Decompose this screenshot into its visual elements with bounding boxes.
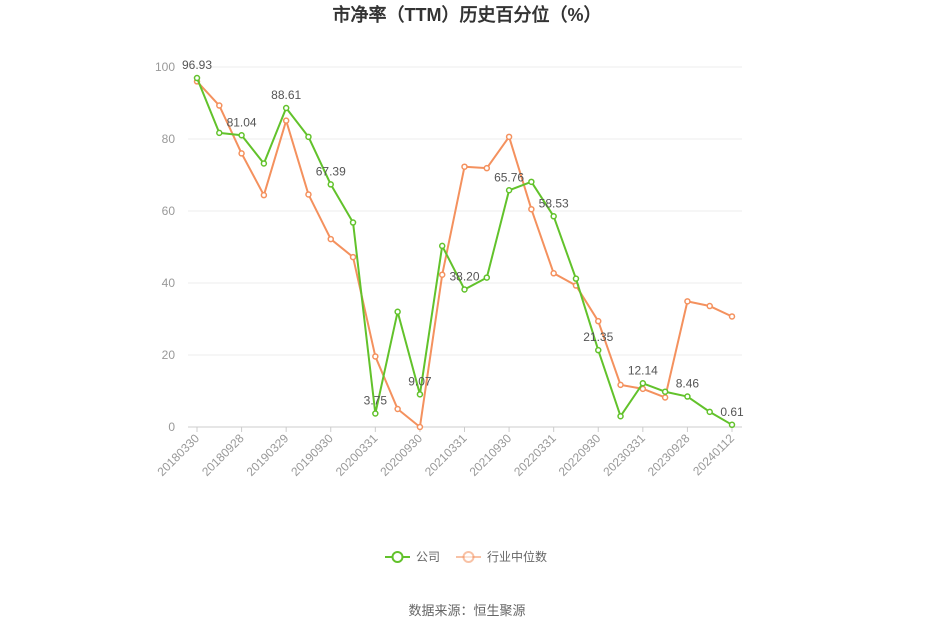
data-point-company[interactable] (728, 421, 736, 429)
data-point-industry-median[interactable] (216, 102, 223, 109)
data-point-company[interactable] (706, 408, 713, 416)
data-point-company[interactable] (305, 133, 312, 141)
data-label: 9.07 (408, 374, 432, 388)
data-point-company[interactable] (349, 219, 357, 226)
data-point-industry-median[interactable] (505, 133, 513, 141)
y-tick-label: 0 (168, 420, 175, 434)
data-point-company[interactable] (238, 132, 245, 139)
legend-item-industry-median[interactable]: 行业中位数 (456, 549, 547, 564)
x-tick-label: 20200930 (377, 431, 425, 479)
data-label: 12.14 (628, 363, 658, 377)
data-label: 88.61 (271, 88, 301, 102)
data-point-company[interactable] (394, 308, 401, 316)
data-point-industry-median[interactable] (372, 353, 379, 360)
data-label: 21.35 (583, 330, 613, 344)
data-point-industry-median[interactable] (617, 381, 624, 389)
y-tick-label: 40 (162, 276, 176, 290)
data-point-company[interactable] (505, 187, 513, 194)
legend-item-company[interactable]: 公司 (385, 550, 440, 564)
data-label: 0.61 (720, 405, 744, 419)
data-point-industry-median[interactable] (238, 150, 245, 157)
grid (188, 66, 742, 428)
data-label: 96.93 (182, 58, 212, 72)
data-point-industry-median[interactable] (528, 205, 535, 213)
data-point-company[interactable] (684, 393, 691, 400)
series-layer (193, 74, 736, 431)
data-point-company[interactable] (639, 380, 647, 387)
data-point-industry-median[interactable] (349, 253, 357, 261)
data-point-industry-median[interactable] (327, 235, 334, 243)
data-point-industry-median[interactable] (706, 302, 713, 310)
data-point-company[interactable] (572, 275, 580, 282)
x-tick-label: 20240112 (690, 431, 737, 478)
data-point-industry-median[interactable] (661, 394, 669, 401)
data-point-company[interactable] (661, 388, 669, 395)
data-label: 65.76 (494, 170, 524, 184)
y-tick-label: 60 (162, 204, 176, 218)
y-tick-label: 100 (155, 60, 175, 74)
data-label: 8.46 (676, 377, 700, 391)
data-point-company[interactable] (216, 129, 223, 137)
data-point-company[interactable] (327, 181, 334, 188)
x-tick-label: 20180330 (154, 431, 202, 479)
data-point-company[interactable] (260, 160, 268, 167)
x-tick-label: 20220331 (511, 431, 559, 479)
data-label: 38.20 (449, 269, 479, 283)
data-point-company[interactable] (282, 104, 290, 112)
data-point-industry-median[interactable] (282, 117, 290, 124)
y-tick-label: 20 (162, 348, 176, 362)
data-label: 81.04 (227, 115, 257, 129)
legend-swatch-marker (462, 551, 475, 563)
x-tick-label: 20230331 (600, 431, 648, 479)
legend-label: 公司 (416, 550, 440, 564)
data-point-company[interactable] (550, 213, 557, 220)
data-point-industry-median[interactable] (483, 164, 491, 172)
x-tick-label: 20210331 (422, 431, 470, 479)
x-tick-label: 20220930 (556, 431, 604, 479)
data-point-company[interactable] (438, 242, 446, 250)
x-tick-label: 20230928 (645, 431, 693, 479)
data-label: 67.39 (316, 164, 346, 178)
x-tick-label: 20190930 (288, 431, 336, 479)
data-point-company[interactable] (483, 274, 491, 281)
data-point-company[interactable] (595, 346, 602, 354)
legend-swatch-marker (391, 551, 404, 563)
data-point-company[interactable] (617, 412, 624, 420)
data-point-industry-median[interactable] (684, 298, 691, 305)
data-label: 3.75 (364, 394, 388, 408)
data-labels: 96.93 81.04 88.61 67.39 3.75 9.07 38.20 65.76 58… (182, 58, 744, 419)
data-point-industry-median[interactable] (728, 313, 736, 320)
legend[interactable]: 公司 行业中位数 (385, 549, 547, 564)
data-point-industry-median[interactable] (260, 191, 268, 199)
data-point-industry-median[interactable] (595, 317, 602, 325)
data-label: 58.53 (539, 196, 569, 210)
chart-title: 市净率（TTM）历史百分位（%） (333, 4, 602, 25)
data-point-industry-median[interactable] (550, 270, 557, 277)
y-tick-label: 80 (162, 132, 176, 146)
x-tick-label: 20200331 (333, 431, 381, 479)
source-note: 数据来源：恒生聚源 (408, 603, 525, 618)
data-point-industry-median[interactable] (305, 191, 312, 198)
x-tick-label: 20190329 (244, 431, 292, 479)
data-point-industry-median[interactable] (461, 163, 468, 170)
x-tick-label: 20210930 (467, 431, 515, 479)
data-point-industry-median[interactable] (416, 423, 424, 431)
legend-label: 行业中位数 (487, 549, 547, 564)
data-point-industry-median[interactable] (394, 405, 401, 413)
data-point-company[interactable] (193, 74, 201, 82)
data-point-company[interactable] (416, 391, 424, 398)
data-point-company[interactable] (372, 410, 379, 417)
data-point-industry-median[interactable] (438, 271, 446, 278)
data-point-company[interactable] (461, 286, 468, 293)
x-tick-label: 20180928 (199, 431, 247, 479)
data-point-company[interactable] (528, 178, 535, 186)
